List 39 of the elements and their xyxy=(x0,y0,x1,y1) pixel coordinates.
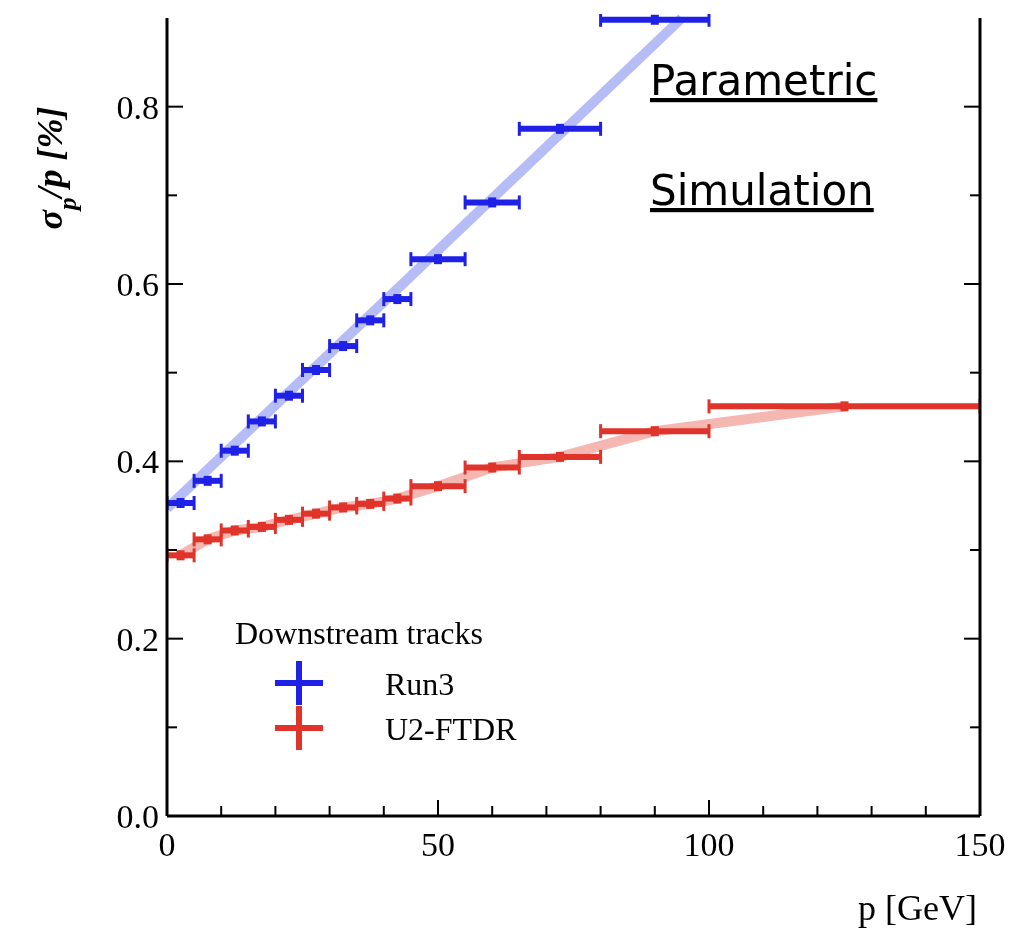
y-tick-label: 0.2 xyxy=(116,620,159,658)
point xyxy=(284,390,293,401)
x-tick-label: 0 xyxy=(158,826,176,863)
y-tick-label: 0.6 xyxy=(116,266,159,303)
y-tick-label: 0.0 xyxy=(116,798,159,835)
point xyxy=(312,508,321,519)
legend-label: Run3 xyxy=(385,666,455,702)
point xyxy=(555,123,564,134)
x-tick-label: 150 xyxy=(954,826,1006,863)
point xyxy=(840,401,849,412)
point xyxy=(650,14,659,25)
annotation: Parametric xyxy=(650,56,878,105)
point xyxy=(257,521,266,532)
legend-label: U2-FTDR xyxy=(385,711,518,747)
point xyxy=(366,498,375,509)
y-tick-label: 0.4 xyxy=(116,443,159,481)
point xyxy=(650,426,659,437)
point xyxy=(203,475,212,486)
annotation: Simulation xyxy=(650,166,874,215)
point xyxy=(284,514,293,525)
point xyxy=(176,550,185,561)
point xyxy=(393,493,402,504)
y-tick-label: 0.8 xyxy=(116,88,159,126)
point xyxy=(434,481,442,492)
point xyxy=(366,315,375,326)
point xyxy=(203,534,212,545)
x-tick-label: 100 xyxy=(683,826,735,863)
point xyxy=(488,462,497,473)
point xyxy=(339,502,348,513)
point xyxy=(488,197,497,208)
point xyxy=(393,294,402,305)
point xyxy=(257,416,266,427)
point xyxy=(230,525,239,536)
x-axis-title: p [GeV] xyxy=(858,888,977,928)
legend-title: Downstream tracks xyxy=(235,615,483,651)
x-tick-label: 50 xyxy=(421,826,455,863)
point xyxy=(339,341,348,352)
point xyxy=(230,445,239,456)
point xyxy=(434,254,442,265)
